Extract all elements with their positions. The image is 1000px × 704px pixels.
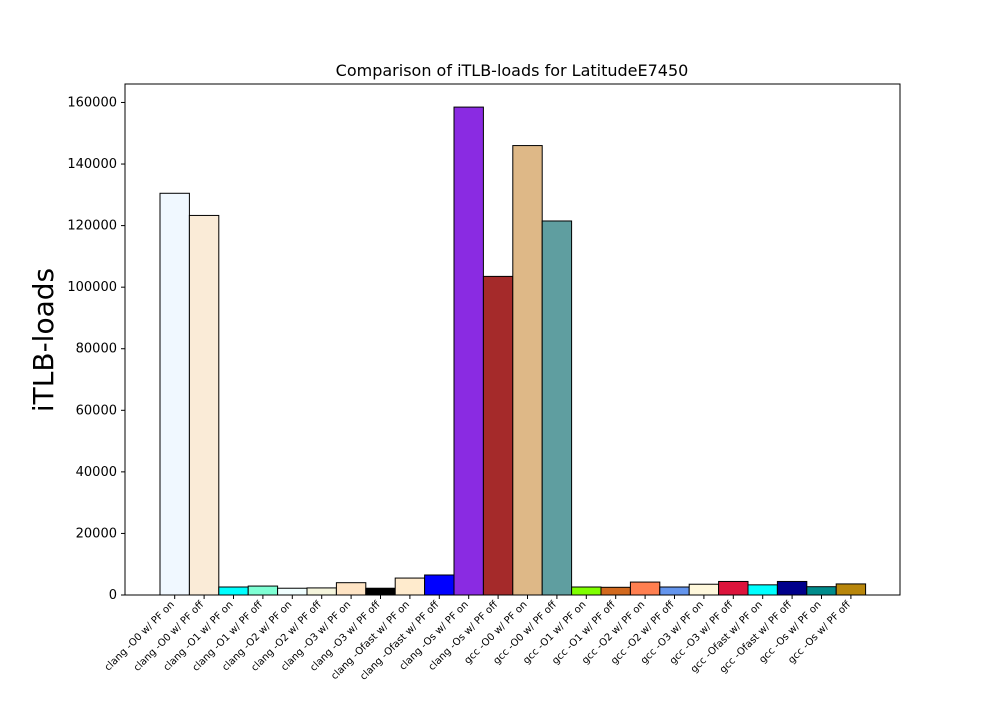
bar [247,585,279,596]
bar [571,586,602,596]
bar [512,145,543,596]
y-tick-label: 120000 [67,219,117,234]
bar [776,580,808,596]
y-tick-label: 140000 [67,157,117,172]
bar [541,220,573,596]
y-tick-label: 20000 [76,526,117,541]
bar [188,214,220,596]
y-tick-label: 160000 [67,95,117,110]
bar [453,106,484,596]
y-tick-label: 0 [109,588,117,603]
bar [600,586,631,596]
bar [218,586,249,596]
bar [718,580,749,596]
bar [806,586,837,596]
bar [335,582,367,596]
bar [688,583,720,596]
y-tick-label: 60000 [76,403,117,418]
bar [747,584,778,596]
chart-title: Comparison of iTLB-loads for LatitudeE74… [336,61,689,80]
bar [659,586,690,596]
bar [835,583,867,596]
bar [424,574,455,596]
y-tick-label: 80000 [76,342,117,357]
y-tick-label: 40000 [76,465,117,480]
bar [629,581,661,596]
bar [365,587,396,596]
bar [277,587,308,596]
y-ticks-group: 0 20000 40000 60000 80000 100000 120000 140000 1… [67,95,125,603]
bar [394,577,426,596]
bars-group [159,106,867,596]
plot-frame [124,83,901,596]
bar [482,275,514,596]
y-axis-label: iTLB-loads [27,268,60,412]
y-tick-label: 100000 [67,280,117,295]
bar [306,587,337,596]
bar [159,192,190,596]
